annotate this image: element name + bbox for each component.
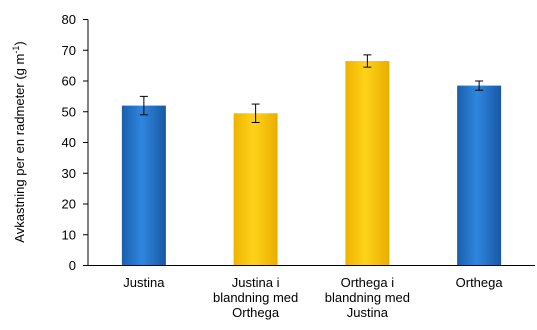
x-axis-labels: Justina Justina i blandning med OrthegaOrth… [123, 275, 503, 320]
error-bars-group [139, 54, 484, 124]
error-bar-0 [139, 95, 148, 116]
x-category-label-3: Orthega [456, 275, 504, 290]
x-category-label-1: Justina i blandning med Orthega [213, 275, 298, 320]
y-tick-label: 10 [62, 227, 76, 242]
y-axis-label-main: Avkastning per en radmeter (g m [12, 54, 27, 243]
bar-1 [233, 113, 278, 266]
x-category-label-line: blandning med [213, 290, 298, 305]
error-bar-2 [363, 54, 372, 68]
y-tick-label: 70 [62, 43, 76, 58]
x-category-label-0: Justina [123, 275, 165, 290]
x-category-label-line: Justina i [232, 275, 280, 290]
error-bar-3 [475, 80, 484, 91]
x-category-label-line: Orthega [456, 275, 504, 290]
error-bar-1 [251, 103, 260, 124]
y-tick-label: 0 [69, 258, 76, 273]
y-tick-label: 60 [62, 74, 76, 89]
y-axis-label: Avkastning per en radmeter (g m-1) [11, 41, 27, 242]
y-tick-label: 50 [62, 104, 76, 119]
y-axis-label-close: ) [12, 41, 27, 45]
bars-group [121, 61, 502, 266]
x-category-label-line: blandning med [325, 290, 410, 305]
y-tick-label: 80 [62, 12, 76, 27]
x-category-label-2: Orthega i blandning med Justina [325, 275, 410, 320]
bar-2 [345, 61, 390, 266]
x-category-label-line: Justina [123, 275, 165, 290]
bar-0 [121, 105, 166, 266]
y-axis-label-superscript: -1 [11, 46, 21, 54]
y-axis-ticks: 0 10 20 30 40 50 60 70 80 [62, 12, 88, 273]
x-category-label-line: Orthega [232, 305, 280, 320]
y-tick-label: 20 [62, 197, 76, 212]
y-tick-label: 30 [62, 166, 76, 181]
x-category-label-line: Orthega i [341, 275, 395, 290]
y-tick-label: 40 [62, 135, 76, 150]
bar-3 [457, 85, 502, 266]
x-category-label-line: Justina [347, 305, 389, 320]
